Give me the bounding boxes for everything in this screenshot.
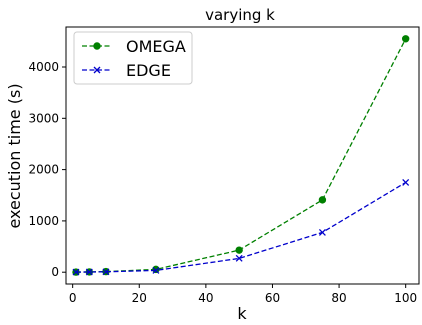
y-tick-label: 0 <box>51 265 59 279</box>
x-tick-label: 20 <box>132 291 147 305</box>
y-axis-title: execution time (s) <box>5 83 24 228</box>
edge-point <box>152 266 160 274</box>
omega-point <box>401 35 410 43</box>
marker-stroke <box>85 268 93 276</box>
legend-label: OMEGA <box>126 37 186 56</box>
x-tick-label: 100 <box>394 291 417 305</box>
edge-point <box>318 228 326 236</box>
plot-frame <box>65 26 420 285</box>
x-axis-title: k <box>237 304 247 323</box>
edge-point <box>402 178 410 186</box>
y-tick-label: 3000 <box>28 111 59 125</box>
edge-point <box>235 254 243 262</box>
marker-stroke <box>318 228 326 236</box>
legend-box <box>73 31 193 85</box>
marker-stroke <box>72 268 80 276</box>
x-tick-label: 40 <box>198 291 213 305</box>
x-axis: 0 20 40 60 80 100 <box>69 284 417 305</box>
legend-swatch-marker <box>93 42 101 50</box>
legend-swatch-marker <box>93 66 101 74</box>
y-tick-label: 4000 <box>28 60 59 74</box>
marker-stroke <box>93 66 101 74</box>
omega-point <box>152 265 160 274</box>
chart-title: varying k <box>205 6 275 24</box>
legend-label: EDGE <box>126 61 171 80</box>
marker-stroke <box>152 266 160 274</box>
series-edge <box>72 178 410 276</box>
edge-line <box>75 181 407 273</box>
x-tick-label: 60 <box>265 291 280 305</box>
legend-item-omega: OMEGA <box>82 37 186 56</box>
marker-stroke <box>102 268 110 276</box>
y-axis: 0 1000 2000 3000 4000 <box>28 60 66 279</box>
edge-point <box>85 268 93 276</box>
legend: OMEGA EDGE <box>73 31 193 85</box>
x-tick-label: 0 <box>69 291 77 305</box>
marker-stroke <box>402 178 410 186</box>
omega-point <box>235 246 243 254</box>
plot-area <box>65 26 420 285</box>
omega-point <box>318 196 327 204</box>
y-tick-label: 1000 <box>28 214 59 228</box>
edge-point <box>72 268 80 276</box>
marker-stroke <box>235 254 243 262</box>
legend-item-edge: EDGE <box>82 61 171 80</box>
y-tick-label: 2000 <box>28 163 59 177</box>
series-layer <box>72 35 410 276</box>
x-tick-label: 80 <box>331 291 346 305</box>
edge-point <box>102 268 110 276</box>
